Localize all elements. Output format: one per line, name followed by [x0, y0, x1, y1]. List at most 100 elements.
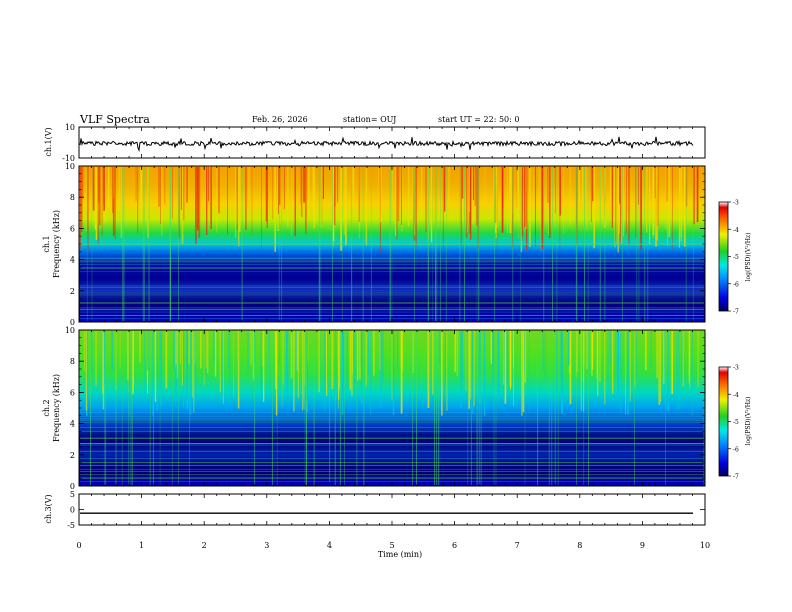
- spectrogram-streak: [676, 331, 678, 412]
- ch1-spec-ylabel-freq: Frequency (kHz): [52, 210, 61, 278]
- spectrogram-streak: [583, 331, 585, 412]
- spectrogram-streak: [281, 331, 283, 407]
- spectrogram-spike: [189, 331, 190, 485]
- spectrogram-streak: [665, 167, 667, 230]
- x-tick-label: 3: [264, 541, 269, 550]
- spectrogram-streak: [97, 167, 99, 245]
- spectrogram-spike: [334, 331, 336, 485]
- y-tick-label: 0: [70, 506, 75, 515]
- spectrogram-spike: [588, 331, 589, 485]
- spectrogram-streak: [237, 331, 240, 409]
- spectrogram-streak: [312, 167, 314, 206]
- spectrogram-spike: [524, 331, 526, 485]
- spectrogram-streak: [638, 167, 639, 205]
- spectrogram-streak: [260, 331, 262, 398]
- spectrogram-streak: [102, 331, 105, 410]
- spectrogram-streak: [181, 167, 184, 245]
- spectrogram-streak: [154, 331, 157, 402]
- spectrogram-streak: [438, 331, 441, 364]
- spectrogram-spike: [436, 331, 437, 485]
- spectrogram-streak: [473, 331, 475, 407]
- spectrogram-streak: [192, 331, 194, 398]
- spectrogram-streak: [247, 331, 249, 373]
- spectrogram-streak: [494, 167, 496, 224]
- spectrogram-streak: [208, 167, 209, 202]
- spectrogram-streak: [544, 331, 546, 379]
- spectrogram-streak: [496, 167, 498, 252]
- spectrogram-streak: [303, 167, 305, 203]
- spectrogram-spike: [344, 331, 345, 485]
- spectrogram-spike: [576, 331, 577, 485]
- spectrogram-streak: [382, 331, 384, 384]
- colorbar-tick-label: -4: [733, 227, 739, 234]
- spectrogram-spike: [363, 331, 365, 485]
- spectrogram-streak: [492, 331, 494, 388]
- spectrogram-streak: [613, 167, 615, 207]
- spectrogram-streak: [87, 167, 89, 253]
- spectrogram-streak: [233, 331, 235, 398]
- spectrogram-streak: [359, 331, 361, 380]
- spectrogram-streak: [326, 331, 328, 396]
- spectrogram-spike: [149, 331, 151, 485]
- spectrogram-streak: [569, 167, 572, 226]
- spectrogram-streak: [164, 167, 166, 205]
- spectrogram-streak: [400, 331, 403, 414]
- x-tick-label: 2: [202, 541, 207, 550]
- spectrogram-spike: [438, 331, 440, 485]
- spectrogram-streak: [524, 167, 526, 228]
- spectrogram-streak: [635, 167, 637, 239]
- spectrogram-streak: [147, 167, 149, 238]
- spectrogram-spike: [476, 331, 478, 485]
- spectrogram-streak: [580, 331, 582, 411]
- spectrogram-streak: [312, 167, 314, 217]
- spectrogram-streak: [103, 167, 105, 211]
- spectrogram-streak: [668, 167, 671, 237]
- spectrogram-streak: [618, 167, 620, 234]
- spectrogram-streak: [228, 331, 230, 369]
- colorbar-tick-label: -3: [733, 200, 739, 207]
- spectrogram-streak: [286, 331, 288, 398]
- spectrogram-streak: [511, 167, 513, 214]
- spectrogram-streak: [583, 331, 585, 367]
- spectrogram-streak: [495, 167, 497, 239]
- spectrogram-spike: [329, 331, 331, 485]
- spectrogram-streak: [139, 331, 141, 363]
- spectrogram-streak: [509, 167, 510, 212]
- spectrogram-streak: [361, 331, 363, 405]
- spectrogram-streak: [448, 167, 450, 208]
- spectrogram-streak: [522, 331, 525, 413]
- spectrogram-streak: [395, 167, 397, 236]
- spectrogram-streak: [461, 331, 463, 381]
- spectrogram-streak: [677, 331, 680, 410]
- spectrogram-streak: [525, 167, 527, 230]
- spectrogram-streak: [380, 331, 382, 408]
- spectrogram-streak: [279, 167, 281, 205]
- x-tick-label: 10: [700, 541, 710, 550]
- spectrogram-streak: [612, 331, 614, 394]
- spectrogram-streak: [509, 167, 512, 234]
- spectrogram-streak: [507, 167, 508, 233]
- spectrogram-streak: [319, 331, 321, 381]
- spectrogram-streak: [396, 167, 398, 240]
- spectrogram-spike: [128, 331, 130, 485]
- spectrogram-streak: [221, 331, 223, 397]
- spectrogram-streak: [535, 167, 536, 247]
- spectrogram-streak: [685, 167, 688, 207]
- spectrogram-streak: [654, 167, 656, 199]
- spectrogram-streak: [144, 331, 146, 402]
- station-label: station= OUJ: [343, 115, 397, 124]
- spectrogram-streak: [525, 167, 527, 226]
- spectrogram-streak: [556, 331, 558, 396]
- spectrogram-streak: [476, 167, 478, 226]
- spectrogram-spike: [356, 331, 358, 485]
- spectrogram-streak: [657, 167, 659, 226]
- spectrogram-streak: [210, 167, 212, 229]
- spectrogram-streak: [293, 331, 295, 412]
- spectrogram-streak: [567, 331, 570, 366]
- spectrogram-streak: [430, 167, 433, 243]
- spectrogram-spike: [153, 331, 154, 485]
- chart-title: VLF Spectra: [80, 113, 150, 126]
- spectrogram-streak: [524, 331, 527, 383]
